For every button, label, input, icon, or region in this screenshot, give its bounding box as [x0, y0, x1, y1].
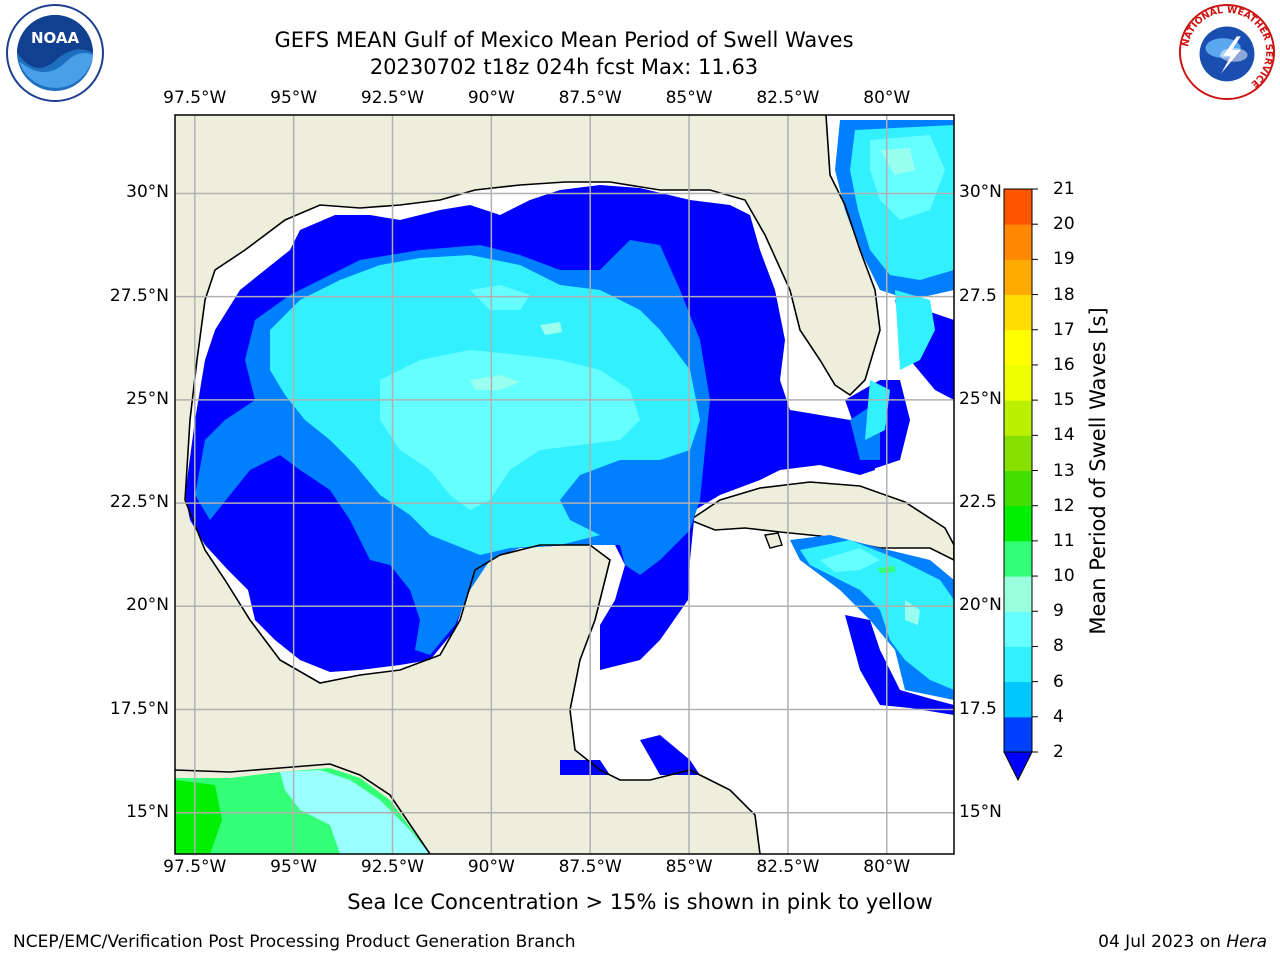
colorbar-band: [1004, 435, 1032, 471]
colorbar-tick-label: 13: [1053, 460, 1075, 481]
colorbar: [1003, 188, 1038, 782]
lat-label-right: 27.5: [959, 285, 997, 306]
colorbar-band: [1004, 294, 1032, 331]
lon-label: 97.5°W: [163, 88, 227, 108]
lat-label-left: 15°N: [126, 801, 169, 822]
colorbar-tick-label: 19: [1053, 249, 1075, 270]
lat-label-left: 27.5°N: [109, 285, 169, 306]
lon-label: 90°W: [467, 857, 515, 877]
colorbar-tick-label: 16: [1053, 354, 1075, 375]
lat-label-right: 30°N: [959, 182, 1002, 203]
colorbar-band: [1004, 224, 1032, 260]
colorbar-tick-label: 4: [1053, 706, 1064, 727]
lat-label-left: 30°N: [126, 182, 169, 203]
footer-date: 04 Jul 2023 on Hera: [1098, 932, 1267, 952]
lat-label-left: 20°N: [126, 595, 169, 616]
pacific-bright-green-region: [175, 780, 222, 854]
colorbar-title: Mean Period of Swell Waves [s]: [1086, 307, 1110, 635]
footer-date-text: 04 Jul 2023 on: [1098, 932, 1227, 952]
map-plot-area: [175, 115, 954, 854]
lat-label-right: 17.5: [959, 698, 997, 719]
cuba-land: [688, 481, 954, 561]
map-frame: [174, 114, 955, 855]
lon-label: 95°W: [270, 88, 318, 108]
lon-label: 85°W: [665, 857, 713, 877]
colorbar-tick-label: 10: [1053, 566, 1075, 587]
lon-label: 87.5°W: [558, 88, 622, 108]
colorbar-tick-label: 2: [1053, 742, 1064, 762]
colorbar-band: [1004, 189, 1032, 225]
colorbar-tick-label: 9: [1053, 601, 1064, 622]
colorbar-tick-label: 14: [1053, 425, 1075, 446]
colorbar-band: [1004, 611, 1032, 647]
colorbar-band: [1004, 681, 1032, 718]
lat-label-left: 25°N: [126, 388, 169, 409]
colorbar-band: [1004, 329, 1032, 366]
colorbar-tick-label: 17: [1053, 319, 1075, 340]
colorbar-band: [1004, 540, 1032, 577]
map-title: GEFS MEAN Gulf of Mexico Mean Period of …: [274, 28, 854, 52]
colorbar-band: [1004, 505, 1032, 542]
colorbar-band: [1004, 576, 1032, 612]
colorbar-tick-label: 11: [1053, 530, 1075, 551]
colorbar-under-arrow: [1003, 751, 1033, 782]
colorbar-band: [1004, 470, 1032, 507]
colorbar-band: [1004, 716, 1032, 753]
hispaniola-jamaica-land: [764, 532, 783, 549]
lon-label: 80°W: [863, 857, 911, 877]
lon-label: 82.5°W: [756, 88, 820, 108]
noaa-logo-icon: NOAA: [6, 4, 104, 102]
colorbar-tick-label: 8: [1053, 636, 1064, 657]
lon-label: 92.5°W: [360, 857, 425, 877]
lat-label-right: 22.5: [959, 492, 997, 513]
footer-credit: NCEP/EMC/Verification Post Processing Pr…: [13, 932, 576, 952]
colorbar-tick-label: 18: [1053, 284, 1075, 305]
lat-label-left: 22.5°N: [109, 492, 169, 513]
lat-label-right: 25°N: [959, 388, 1002, 409]
swell-8-9s-region: [380, 135, 945, 572]
lat-label-left: 17.5°N: [109, 698, 169, 719]
colorbar-tick-label: 6: [1053, 671, 1064, 692]
colorbar-tick-label: 20: [1053, 214, 1075, 235]
lon-label: 90°W: [467, 88, 515, 108]
colorbar-tick-label: 15: [1053, 390, 1075, 411]
lon-label: 92.5°W: [360, 88, 425, 108]
footer-machine: Hera: [1226, 932, 1267, 952]
lon-label: 82.5°W: [756, 857, 820, 877]
lon-label: 87.5°W: [558, 857, 622, 877]
colorbar-band: [1004, 364, 1032, 401]
lat-label-right: 20°N: [959, 595, 1002, 616]
map-subtitle: 20230702 t18z 024h fcst Max: 11.63: [369, 55, 759, 79]
colorbar-tick-label: 12: [1053, 495, 1075, 516]
colorbar-band: [1004, 259, 1032, 296]
nws-logo-icon: NATIONAL WEATHER SERVICE: [1178, 3, 1276, 101]
colorbar-band: [1004, 400, 1032, 436]
lon-label: 80°W: [863, 88, 911, 108]
colorbar-tick-label: 21: [1053, 179, 1075, 199]
colorbar-band: [1004, 646, 1032, 683]
lat-label-right: 15°N: [959, 801, 1002, 822]
lon-label: 95°W: [270, 857, 318, 877]
noaa-logo-text: NOAA: [31, 29, 80, 47]
graticule: [175, 115, 954, 854]
sea-ice-note: Sea Ice Concentration > 15% is shown in …: [347, 890, 933, 914]
lon-label: 85°W: [665, 88, 713, 108]
lon-label: 97.5°W: [163, 857, 227, 877]
